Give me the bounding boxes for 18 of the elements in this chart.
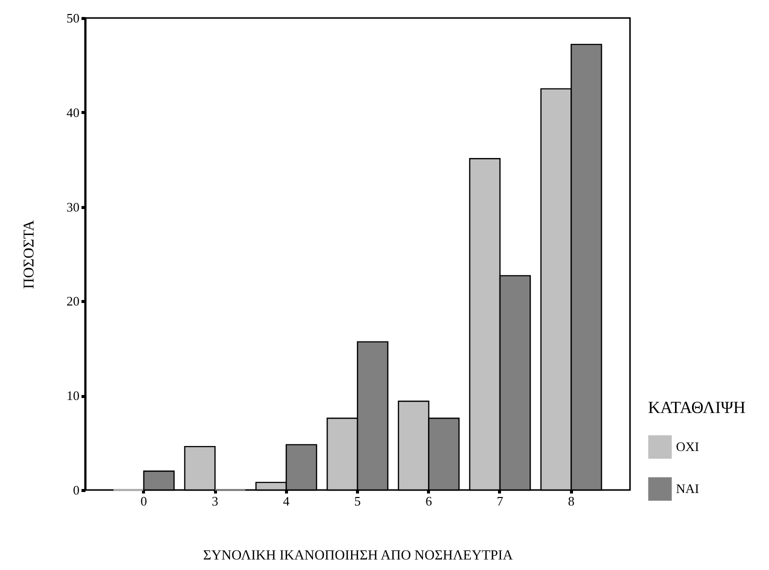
x-tick-label: 7 — [496, 494, 504, 508]
legend-title: ΚΑΤΑΘΛΙΨΗ — [648, 398, 746, 417]
x-tick-label: 4 — [283, 494, 290, 508]
y-tick-label: 30 — [66, 199, 80, 214]
x-tick-label: 3 — [212, 494, 218, 508]
x-tick-label: 5 — [354, 494, 361, 508]
y-axis-title: ΠΟΣΟΣΤΑ — [22, 220, 38, 289]
x-tick-label: 6 — [425, 494, 432, 508]
y-tick-label: 10 — [66, 388, 80, 404]
legend-label: ΝΑΙ — [676, 481, 700, 496]
y-tick-label: 0 — [73, 482, 80, 498]
y-tick-label: 40 — [66, 104, 80, 120]
y-tick-label: 20 — [66, 294, 80, 309]
x-axis-title: ΣΥΝΟΛΙΚΗ ΙΚΑΝΟΠΟΙΗΣΗ ΑΠΟ ΝΟΣΗΛΕΥΤΡΙΑ — [203, 548, 514, 564]
x-tick-label: 0 — [140, 494, 148, 508]
x-tick-label: 8 — [568, 494, 574, 508]
legend-label: ΟΧΙ — [676, 439, 700, 454]
y-tick-label: 50 — [66, 10, 80, 26]
